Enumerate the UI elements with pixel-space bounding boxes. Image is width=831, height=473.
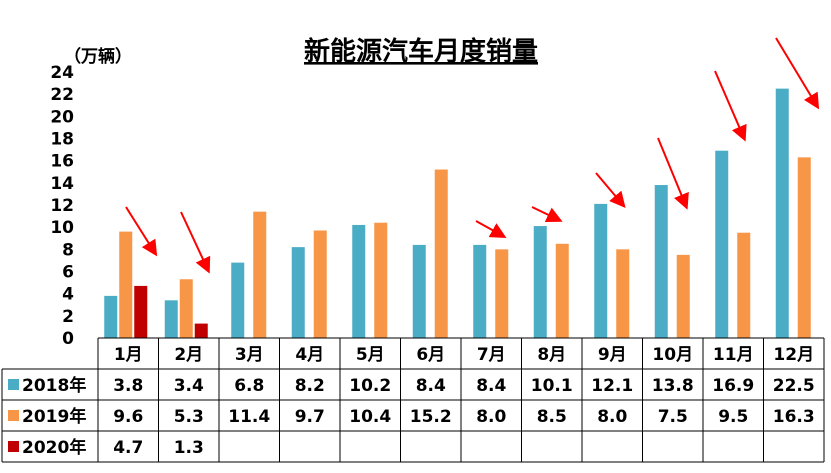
bar-2019年-1月: [119, 231, 133, 338]
annotation-arrows: [125, 37, 820, 274]
data-label: 9.7: [295, 407, 325, 427]
data-label: 8.4: [476, 376, 506, 396]
data-label: 4.7: [113, 438, 143, 458]
x-category-label: 10月: [652, 345, 693, 365]
bar-2018年-3月: [231, 262, 245, 338]
y-tick-label: 16: [50, 152, 74, 172]
legend-swatch: [8, 441, 19, 452]
bar-2019年-12月: [797, 157, 811, 338]
data-label: 10.4: [349, 407, 391, 427]
data-label: 16.3: [773, 407, 815, 427]
x-category-label: 1月: [114, 345, 143, 365]
data-label: 12.1: [591, 376, 633, 396]
data-label: 10.1: [531, 376, 573, 396]
bar-2019年-11月: [737, 232, 751, 338]
arrow-annotation-12月: [775, 37, 820, 110]
bar-2018年-1月: [104, 295, 118, 338]
y-tick-label: 2: [62, 307, 74, 327]
bar-2019年-6月: [434, 169, 448, 338]
data-label: 1.3: [174, 438, 204, 458]
x-category-label: 12月: [773, 345, 814, 365]
legend-swatch: [8, 410, 19, 421]
x-category-label: 11月: [713, 345, 754, 365]
bar-2019年-9月: [616, 249, 630, 338]
data-label: 8.0: [597, 407, 627, 427]
y-tick-label: 10: [50, 218, 74, 238]
x-category-label: 6月: [416, 345, 445, 365]
x-category-label: 3月: [235, 345, 264, 365]
x-category-label: 2月: [174, 345, 203, 365]
y-tick-label: 24: [50, 63, 74, 83]
bar-2018年-10月: [654, 185, 668, 338]
data-label: 8.0: [476, 407, 506, 427]
y-tick-label: 6: [62, 263, 74, 283]
y-tick-label: 22: [50, 85, 74, 105]
bar-2018年-12月: [775, 88, 789, 338]
bar-2018年-11月: [715, 150, 729, 338]
bar-2018年-6月: [412, 244, 426, 338]
bars: [104, 88, 811, 338]
data-label: 15.2: [410, 407, 452, 427]
bar-2018年-7月: [473, 244, 487, 338]
bar-2019年-3月: [253, 211, 267, 338]
bar-2018年-4月: [291, 247, 305, 338]
legend-label: 2020年: [22, 437, 86, 458]
y-tick-label: 8: [62, 240, 74, 260]
data-label: 3.4: [174, 376, 204, 396]
bar-2020年-1月: [134, 285, 148, 338]
arrow-annotation-11月: [714, 70, 747, 142]
data-label: 16.9: [712, 376, 754, 396]
bar-2019年-4月: [313, 230, 327, 338]
data-table: 1月 2月 3月 4月 5月 6月 7月 8月 9月 10月 11月 12月 2018年 3.8 3.4 6.…: [1, 337, 825, 463]
data-label: 3.8: [113, 376, 143, 396]
y-tick-label: 0: [62, 329, 74, 349]
bar-2019年-7月: [495, 249, 509, 338]
x-category-label: 9月: [598, 345, 627, 365]
chart-title: 新能源汽车月度销量: [304, 36, 538, 67]
y-axis-unit: （万辆）: [64, 46, 132, 67]
arrow-annotation-7月: [475, 220, 507, 238]
legend-label: 2018年: [22, 375, 86, 396]
y-tick-label: 14: [50, 174, 74, 194]
arrow-annotation-2月: [180, 211, 211, 274]
data-label: 6.8: [234, 376, 264, 396]
data-label: 9.6: [113, 407, 143, 427]
data-label: 10.2: [349, 376, 391, 396]
data-label: 11.4: [228, 407, 270, 427]
bar-2019年-10月: [676, 254, 690, 338]
bar-2019年-8月: [555, 243, 569, 338]
arrow-annotation-9月: [595, 172, 626, 209]
y-tick-label: 18: [50, 130, 74, 150]
y-tick-label: 4: [62, 285, 74, 305]
arrow-annotation-8月: [531, 206, 563, 223]
data-label: 22.5: [773, 376, 815, 396]
x-category-label: 4月: [295, 345, 324, 365]
arrow-annotation-1月: [125, 206, 158, 257]
bar-2020年-2月: [194, 323, 208, 338]
y-tick-label: 20: [50, 107, 74, 127]
data-label: 5.3: [174, 407, 204, 427]
bar-2018年-8月: [533, 226, 547, 338]
arrow-annotation-10月: [657, 137, 689, 210]
bar-2018年-2月: [164, 300, 178, 338]
data-label: 8.5: [537, 407, 567, 427]
data-label: 13.8: [652, 376, 694, 396]
y-tick-label: 12: [50, 196, 74, 216]
legend-swatch: [8, 379, 19, 390]
bar-2018年-5月: [352, 224, 366, 338]
x-category-label: 7月: [477, 345, 506, 365]
x-category-label: 8月: [537, 345, 566, 365]
data-label: 8.2: [295, 376, 325, 396]
data-label: 7.5: [658, 407, 688, 427]
data-label: 9.5: [718, 407, 748, 427]
data-label: 8.4: [416, 376, 446, 396]
legend-label: 2019年: [22, 406, 86, 427]
bar-2019年-5月: [374, 222, 388, 338]
bar-2019年-2月: [179, 279, 193, 338]
bar-2018年-9月: [594, 203, 608, 338]
x-category-label: 5月: [356, 345, 385, 365]
